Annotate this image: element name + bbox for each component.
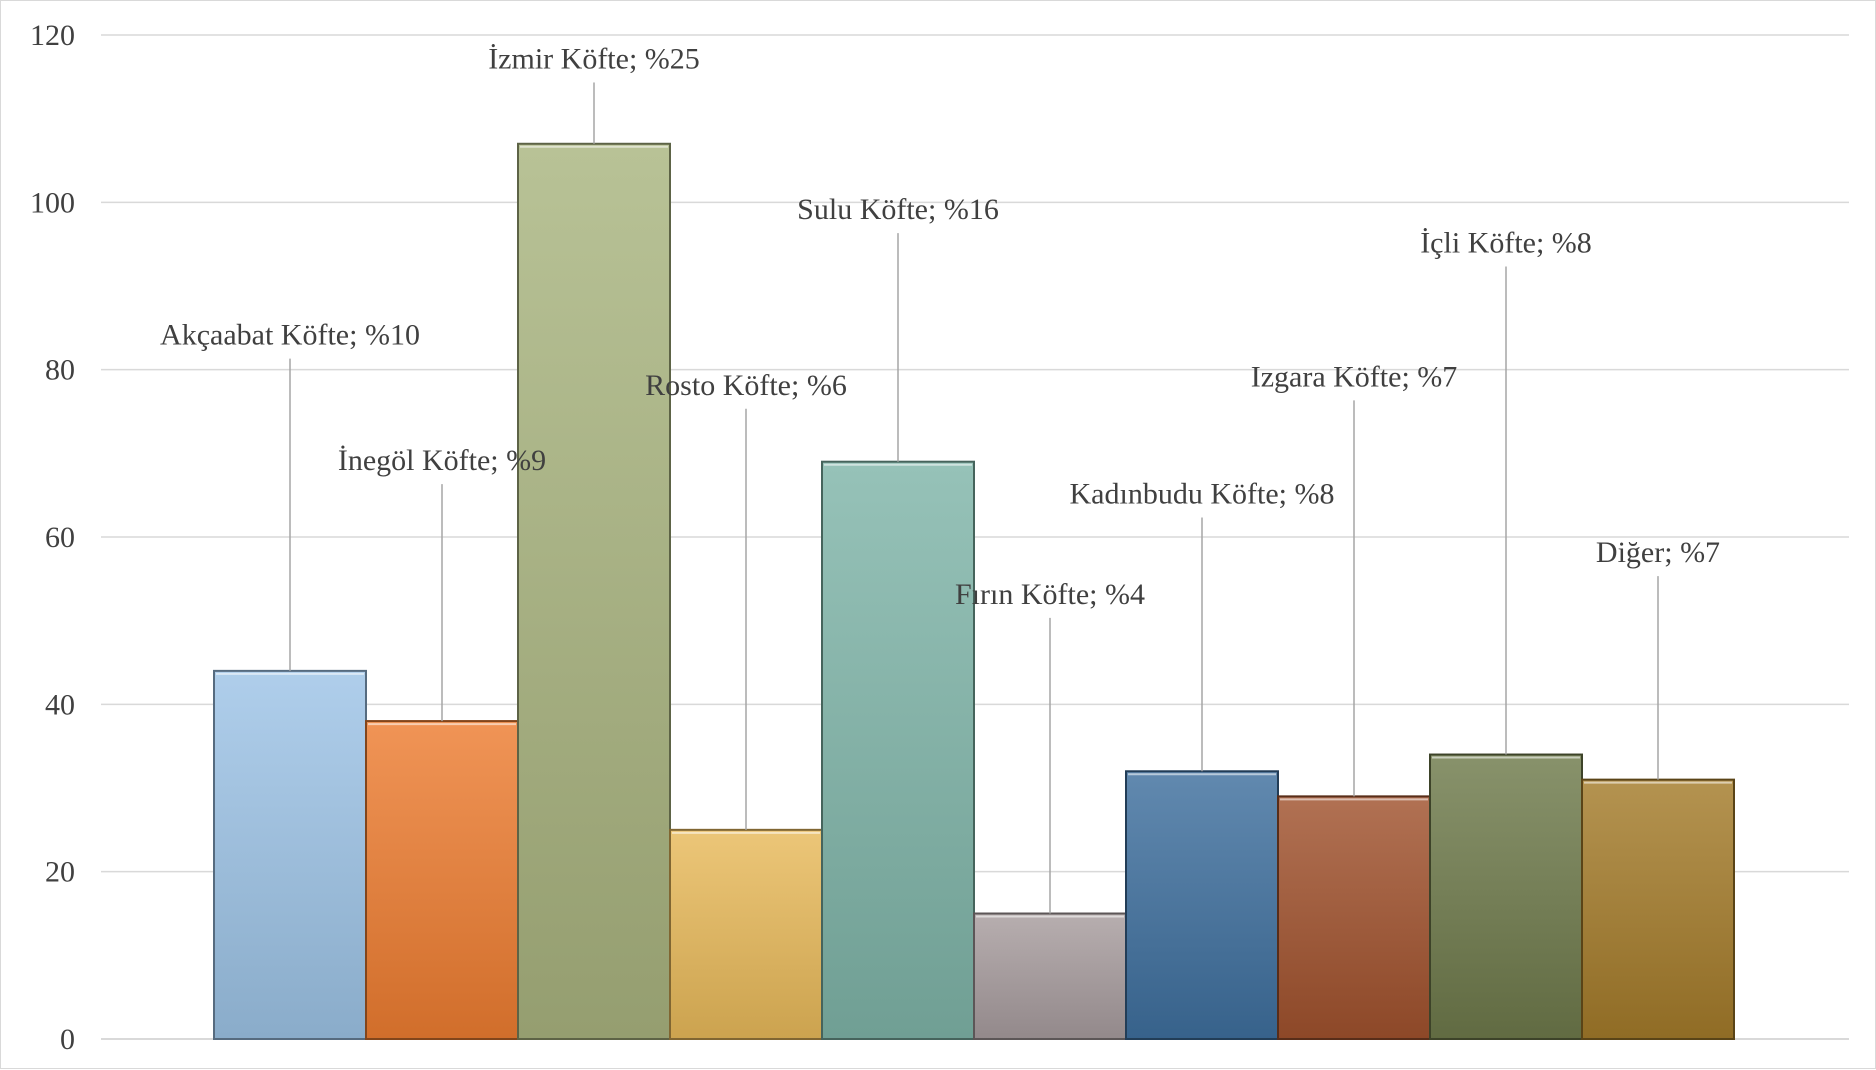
- bar: [821, 460, 975, 1040]
- data-label: İnegöl Köfte; %9: [338, 444, 546, 477]
- data-label: İzmir Köfte; %25: [488, 42, 700, 75]
- bar: [1125, 770, 1279, 1040]
- bar: [517, 142, 671, 1040]
- y-tick-label: 40: [45, 688, 75, 721]
- data-label: Kadınbudu Köfte; %8: [1070, 478, 1335, 511]
- leader-lines: [289, 82, 1659, 914]
- y-axis-ticks: 0 20 40 60 80 100 120: [30, 19, 75, 1056]
- bar: [365, 720, 519, 1040]
- data-label: Fırın Köfte; %4: [955, 578, 1145, 611]
- y-tick-label: 80: [45, 354, 75, 387]
- bar: [973, 912, 1127, 1040]
- bar: [669, 828, 823, 1040]
- bar: [1277, 795, 1431, 1040]
- data-label: İçli Köfte; %8: [1420, 227, 1592, 260]
- data-label: Diğer; %7: [1596, 536, 1720, 569]
- data-label: Rosto Köfte; %6: [645, 369, 847, 402]
- y-tick-label: 0: [60, 1023, 75, 1056]
- bar: [1581, 778, 1735, 1041]
- data-label: Akçaabat Köfte; %10: [160, 319, 420, 352]
- y-tick-label: 100: [30, 186, 75, 219]
- data-labels: Akçaabat Köfte; %10 İnegöl Köfte; %9 İzmir…: [160, 42, 1720, 610]
- y-tick-label: 120: [30, 19, 75, 52]
- bar: [213, 669, 367, 1040]
- y-tick-label: 20: [45, 856, 75, 889]
- bars: [213, 142, 1735, 1041]
- y-tick-label: 60: [45, 521, 75, 554]
- data-label: Izgara Köfte; %7: [1251, 360, 1458, 393]
- data-label: Sulu Köfte; %16: [797, 193, 999, 226]
- bar: [1429, 753, 1583, 1040]
